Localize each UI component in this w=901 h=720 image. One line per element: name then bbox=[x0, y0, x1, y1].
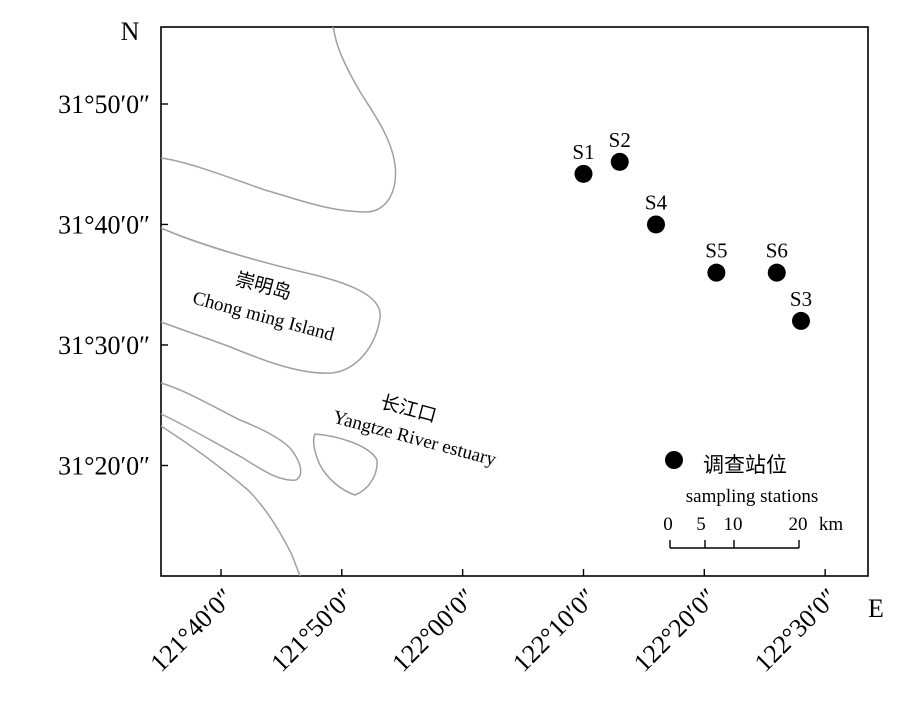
station-s6-label: S6 bbox=[766, 239, 788, 263]
lat-label-2: 31°30′0″ bbox=[58, 331, 150, 360]
northern-coastline bbox=[160, 26, 397, 213]
scale-bar bbox=[669, 540, 800, 549]
lon-label-3: 122°10′0″ bbox=[507, 583, 602, 678]
station-s4-label: S4 bbox=[645, 190, 668, 214]
lon-label-4: 122°20′0″ bbox=[628, 583, 723, 678]
scale-label-10: 10 bbox=[724, 514, 743, 535]
longitude-ticks: 121°40′0″ 121°50′0″ 122°00′0″ 122°10′0″ 122°… bbox=[145, 569, 844, 678]
islet-coast bbox=[312, 433, 378, 496]
latitude-ticks: 31°50′0″ 31°40′0″ 31°30′0″ 31°20′0″ bbox=[58, 90, 168, 481]
scale-label-0: 0 bbox=[663, 514, 673, 535]
station-s6-marker bbox=[767, 263, 786, 282]
station-s2-marker bbox=[610, 152, 629, 171]
scale-label-5: 5 bbox=[696, 514, 706, 535]
station-s5-label: S5 bbox=[705, 239, 727, 263]
coastlines bbox=[160, 26, 397, 577]
mainland-coastline bbox=[160, 425, 301, 577]
map-frame bbox=[160, 26, 869, 577]
lon-label-5: 122°30′0″ bbox=[749, 583, 844, 678]
lat-label-1: 31°40′0″ bbox=[58, 210, 150, 239]
station-s1-label: S1 bbox=[572, 140, 594, 164]
scale-label-20: 20 bbox=[789, 514, 808, 535]
station-s4-marker bbox=[647, 215, 665, 234]
lon-label-2: 122°00′0″ bbox=[386, 583, 481, 678]
lat-label-3: 31°20′0″ bbox=[58, 452, 150, 481]
station-s5-marker bbox=[707, 263, 726, 282]
station-s2-label: S2 bbox=[609, 128, 631, 152]
legend-label-en: sampling stations bbox=[686, 486, 818, 507]
station-s1-marker bbox=[574, 164, 593, 183]
station-s3-label: S3 bbox=[790, 287, 812, 311]
lon-label-1: 121°50′0″ bbox=[265, 583, 360, 678]
legend-station-marker bbox=[665, 451, 683, 469]
scale-unit-label: km bbox=[819, 514, 844, 535]
lon-label-0: 121°40′0″ bbox=[145, 583, 240, 678]
chongming-island-coast bbox=[160, 227, 381, 374]
chongming-island-cn-label: 崇明岛 bbox=[233, 268, 294, 304]
legend-label-cn: 调查站位 bbox=[703, 453, 787, 477]
north-label: N bbox=[121, 17, 140, 46]
station-s3-marker bbox=[792, 311, 810, 330]
southern-coastline bbox=[160, 382, 302, 481]
east-label: E bbox=[868, 594, 884, 623]
lat-label-0: 31°50′0″ bbox=[58, 90, 150, 119]
